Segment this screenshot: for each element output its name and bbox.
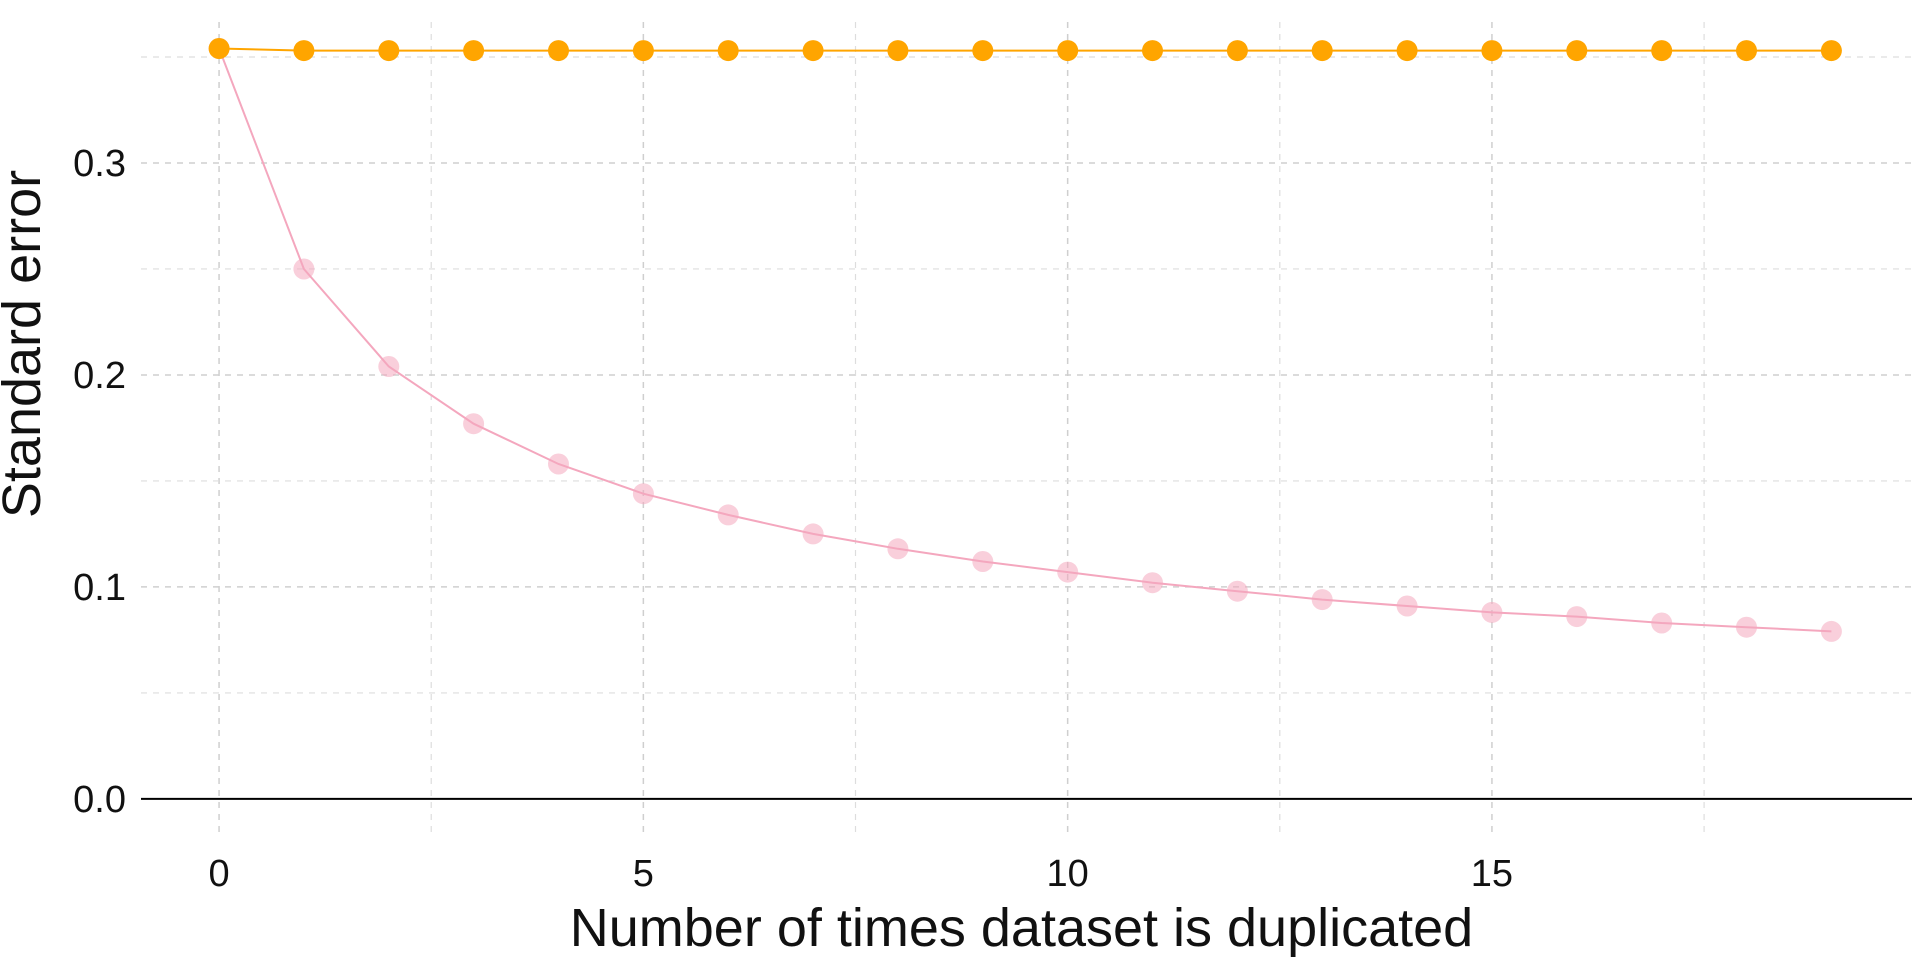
x-tick-label: 15 [1471, 853, 1513, 895]
data-point [1057, 40, 1079, 62]
data-point [802, 40, 824, 62]
data-point [887, 538, 909, 560]
data-point [1311, 40, 1333, 62]
data-point [1226, 580, 1248, 602]
series-line [218, 48, 1832, 633]
data-point [378, 356, 400, 377]
x-tick-label: 10 [1047, 853, 1089, 895]
y-tick-label: 0.2 [73, 355, 126, 397]
data-point [972, 40, 994, 62]
x-tick-label: 0 [208, 853, 229, 895]
y-tick-label: 0.0 [73, 779, 126, 821]
data-point [1820, 40, 1842, 62]
data-point [1396, 595, 1418, 617]
x-axis-title: Number of times dataset is duplicated [570, 898, 1473, 958]
data-point [208, 38, 230, 59]
y-tick-label: 0.3 [73, 143, 126, 185]
data-point [1566, 606, 1588, 628]
data-point [1820, 620, 1842, 642]
data-point [293, 258, 315, 280]
series-group [208, 38, 1842, 642]
data-point [632, 483, 654, 505]
data-point [1736, 616, 1757, 638]
data-point [1396, 40, 1418, 62]
y-tick-label: 0.1 [73, 567, 126, 609]
data-point [1566, 40, 1588, 62]
data-point [887, 40, 909, 62]
data-point [1142, 40, 1163, 62]
data-point [548, 40, 569, 62]
data-point [1481, 601, 1503, 623]
data-point [1481, 40, 1503, 62]
data-point [548, 453, 569, 475]
data-point [1651, 612, 1673, 634]
data-point [1651, 40, 1673, 62]
data-point [1226, 40, 1248, 62]
data-point [1057, 561, 1079, 583]
x-tick-label: 5 [633, 853, 654, 895]
data-point [463, 413, 485, 435]
series-line [219, 47, 1832, 52]
y-axis-title: Standard error [0, 170, 52, 518]
data-point [463, 40, 485, 62]
data-point [717, 504, 739, 526]
data-point [1736, 40, 1757, 62]
grid [141, 22, 1912, 836]
tick-labels: 0 5 10 15 0.0 0.1 0.2 0.3 [73, 143, 1513, 895]
data-point [378, 40, 400, 62]
data-point [1142, 572, 1163, 594]
data-point [632, 40, 654, 62]
data-point [717, 40, 739, 62]
series-group [208, 38, 1842, 62]
series-layer [208, 38, 1842, 642]
data-point [293, 40, 315, 62]
data-point [1311, 589, 1333, 611]
data-point [802, 523, 824, 545]
data-point [972, 551, 994, 572]
